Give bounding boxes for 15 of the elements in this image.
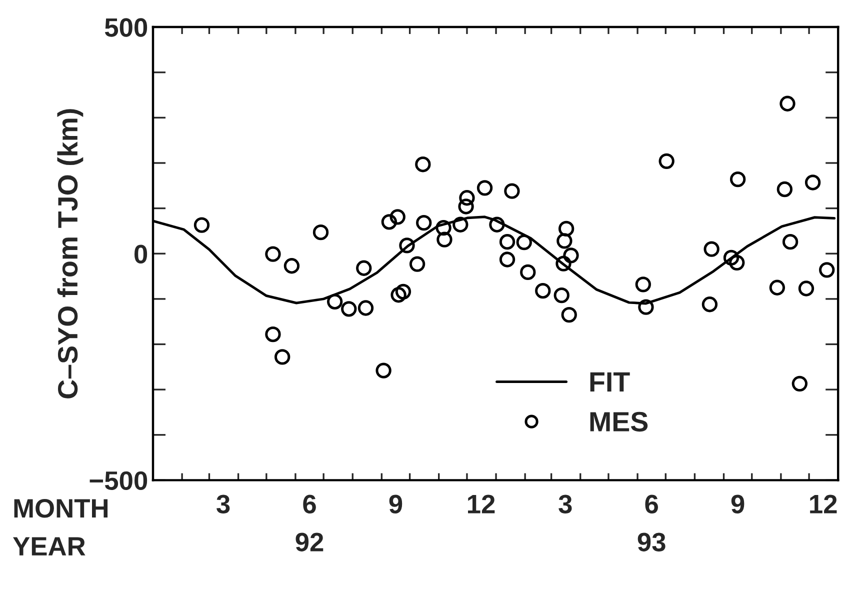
x-tick-label: 6 93 — [638, 494, 666, 552]
y-tick-label: 0 — [134, 244, 148, 264]
x-axis-title: MONTH YEAR — [13, 499, 108, 556]
x-tick-label: 12 — [468, 494, 495, 514]
x-tick-label: 6 92 — [296, 494, 324, 552]
y-axis-title: C–SYO from TJO (km) — [57, 109, 84, 398]
y-tick-label: 500 — [104, 18, 148, 37]
x-tick-label: 3 — [558, 494, 572, 514]
x-tick-label: 3 — [216, 494, 230, 514]
legend-label: MES — [590, 412, 648, 432]
y-tick-label: −500 — [90, 471, 148, 490]
x-tick-label: 9 — [731, 494, 744, 514]
x-tick-label: 12 — [810, 494, 837, 514]
x-tick-label: 9 — [389, 494, 402, 514]
legend-label: FIT — [590, 372, 630, 392]
